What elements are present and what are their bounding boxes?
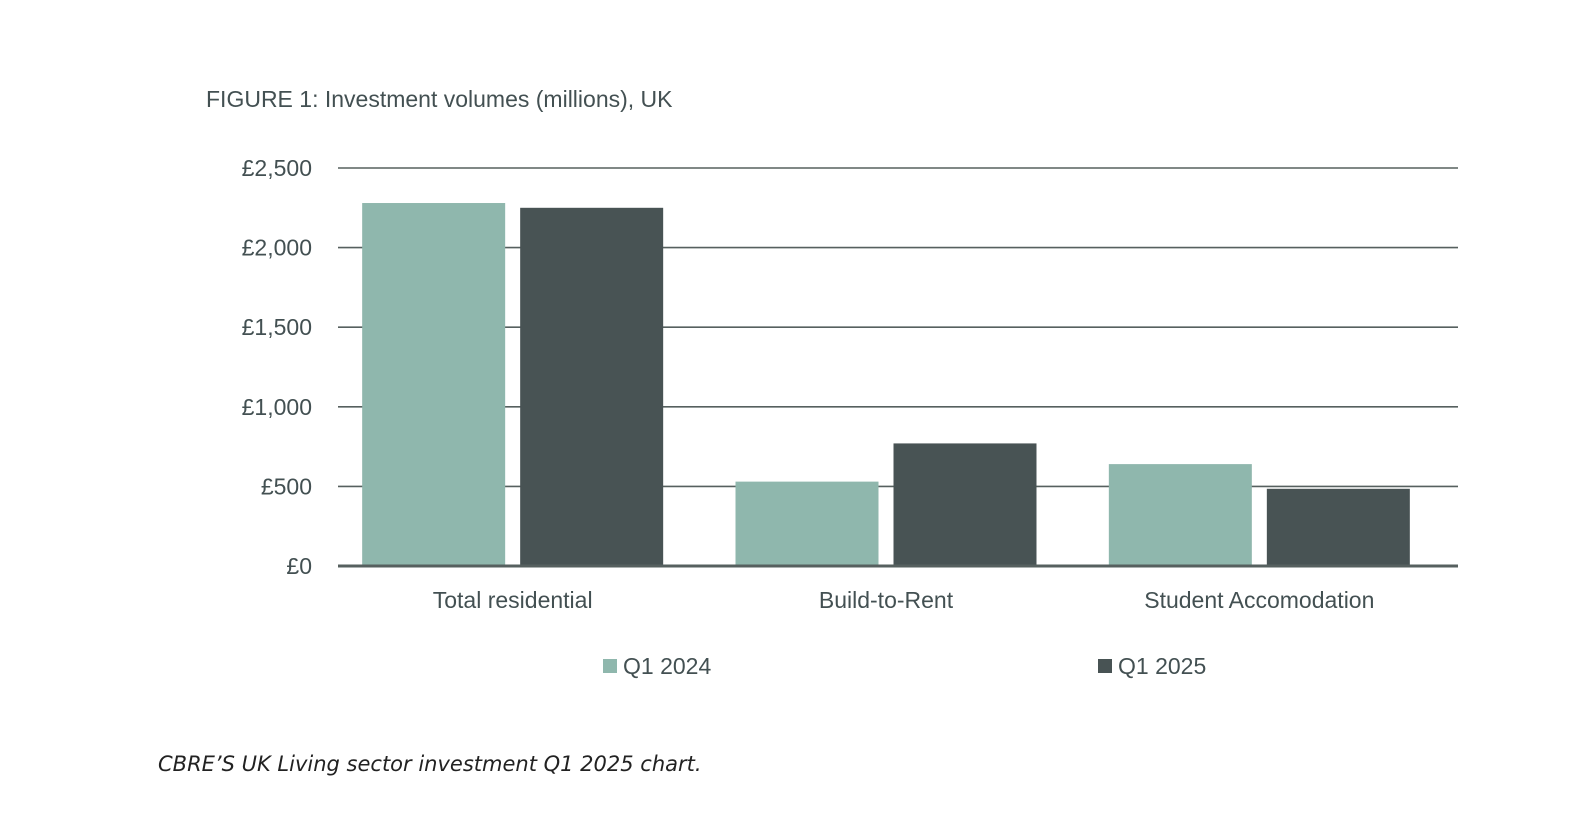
legend: Q1 2024 Q1 2025 [603,653,1206,679]
bar-q1-2025 [520,207,664,567]
x-tick-label: Build-to-Rent [819,587,954,613]
grid-lines [338,167,1458,488]
legend-swatch [603,659,617,673]
bar-q1-2025 [1266,488,1410,566]
bar-q1-2024 [735,481,879,566]
y-tick-label: £500 [261,473,312,499]
legend-label: Q1 2025 [1118,653,1206,679]
bar-q1-2025 [893,443,1037,566]
x-axis-tick-labels: Total residential Build-to-Rent Student Ac… [433,587,1375,613]
legend-label: Q1 2024 [623,653,711,679]
x-tick-label: Total residential [433,587,593,613]
y-tick-label: £1,500 [242,314,312,340]
y-tick-label: £2,000 [242,235,312,261]
chart-title: FIGURE 1: Investment volumes (millions),… [206,86,673,112]
bars [362,203,1410,567]
legend-swatch [1098,659,1112,673]
y-tick-label: £1,000 [242,394,312,420]
bar-q1-2024 [362,203,506,567]
y-tick-label: £0 [286,553,312,579]
bar-q1-2024 [1108,464,1252,566]
y-axis-tick-labels: £0 £500 £1,000 £1,500 £2,000 £2,500 [242,155,312,579]
y-tick-label: £2,500 [242,155,312,181]
chart-caption: CBRE’S UK Living sector investment Q1 20… [158,752,702,776]
x-tick-label: Student Accomodation [1144,587,1374,613]
